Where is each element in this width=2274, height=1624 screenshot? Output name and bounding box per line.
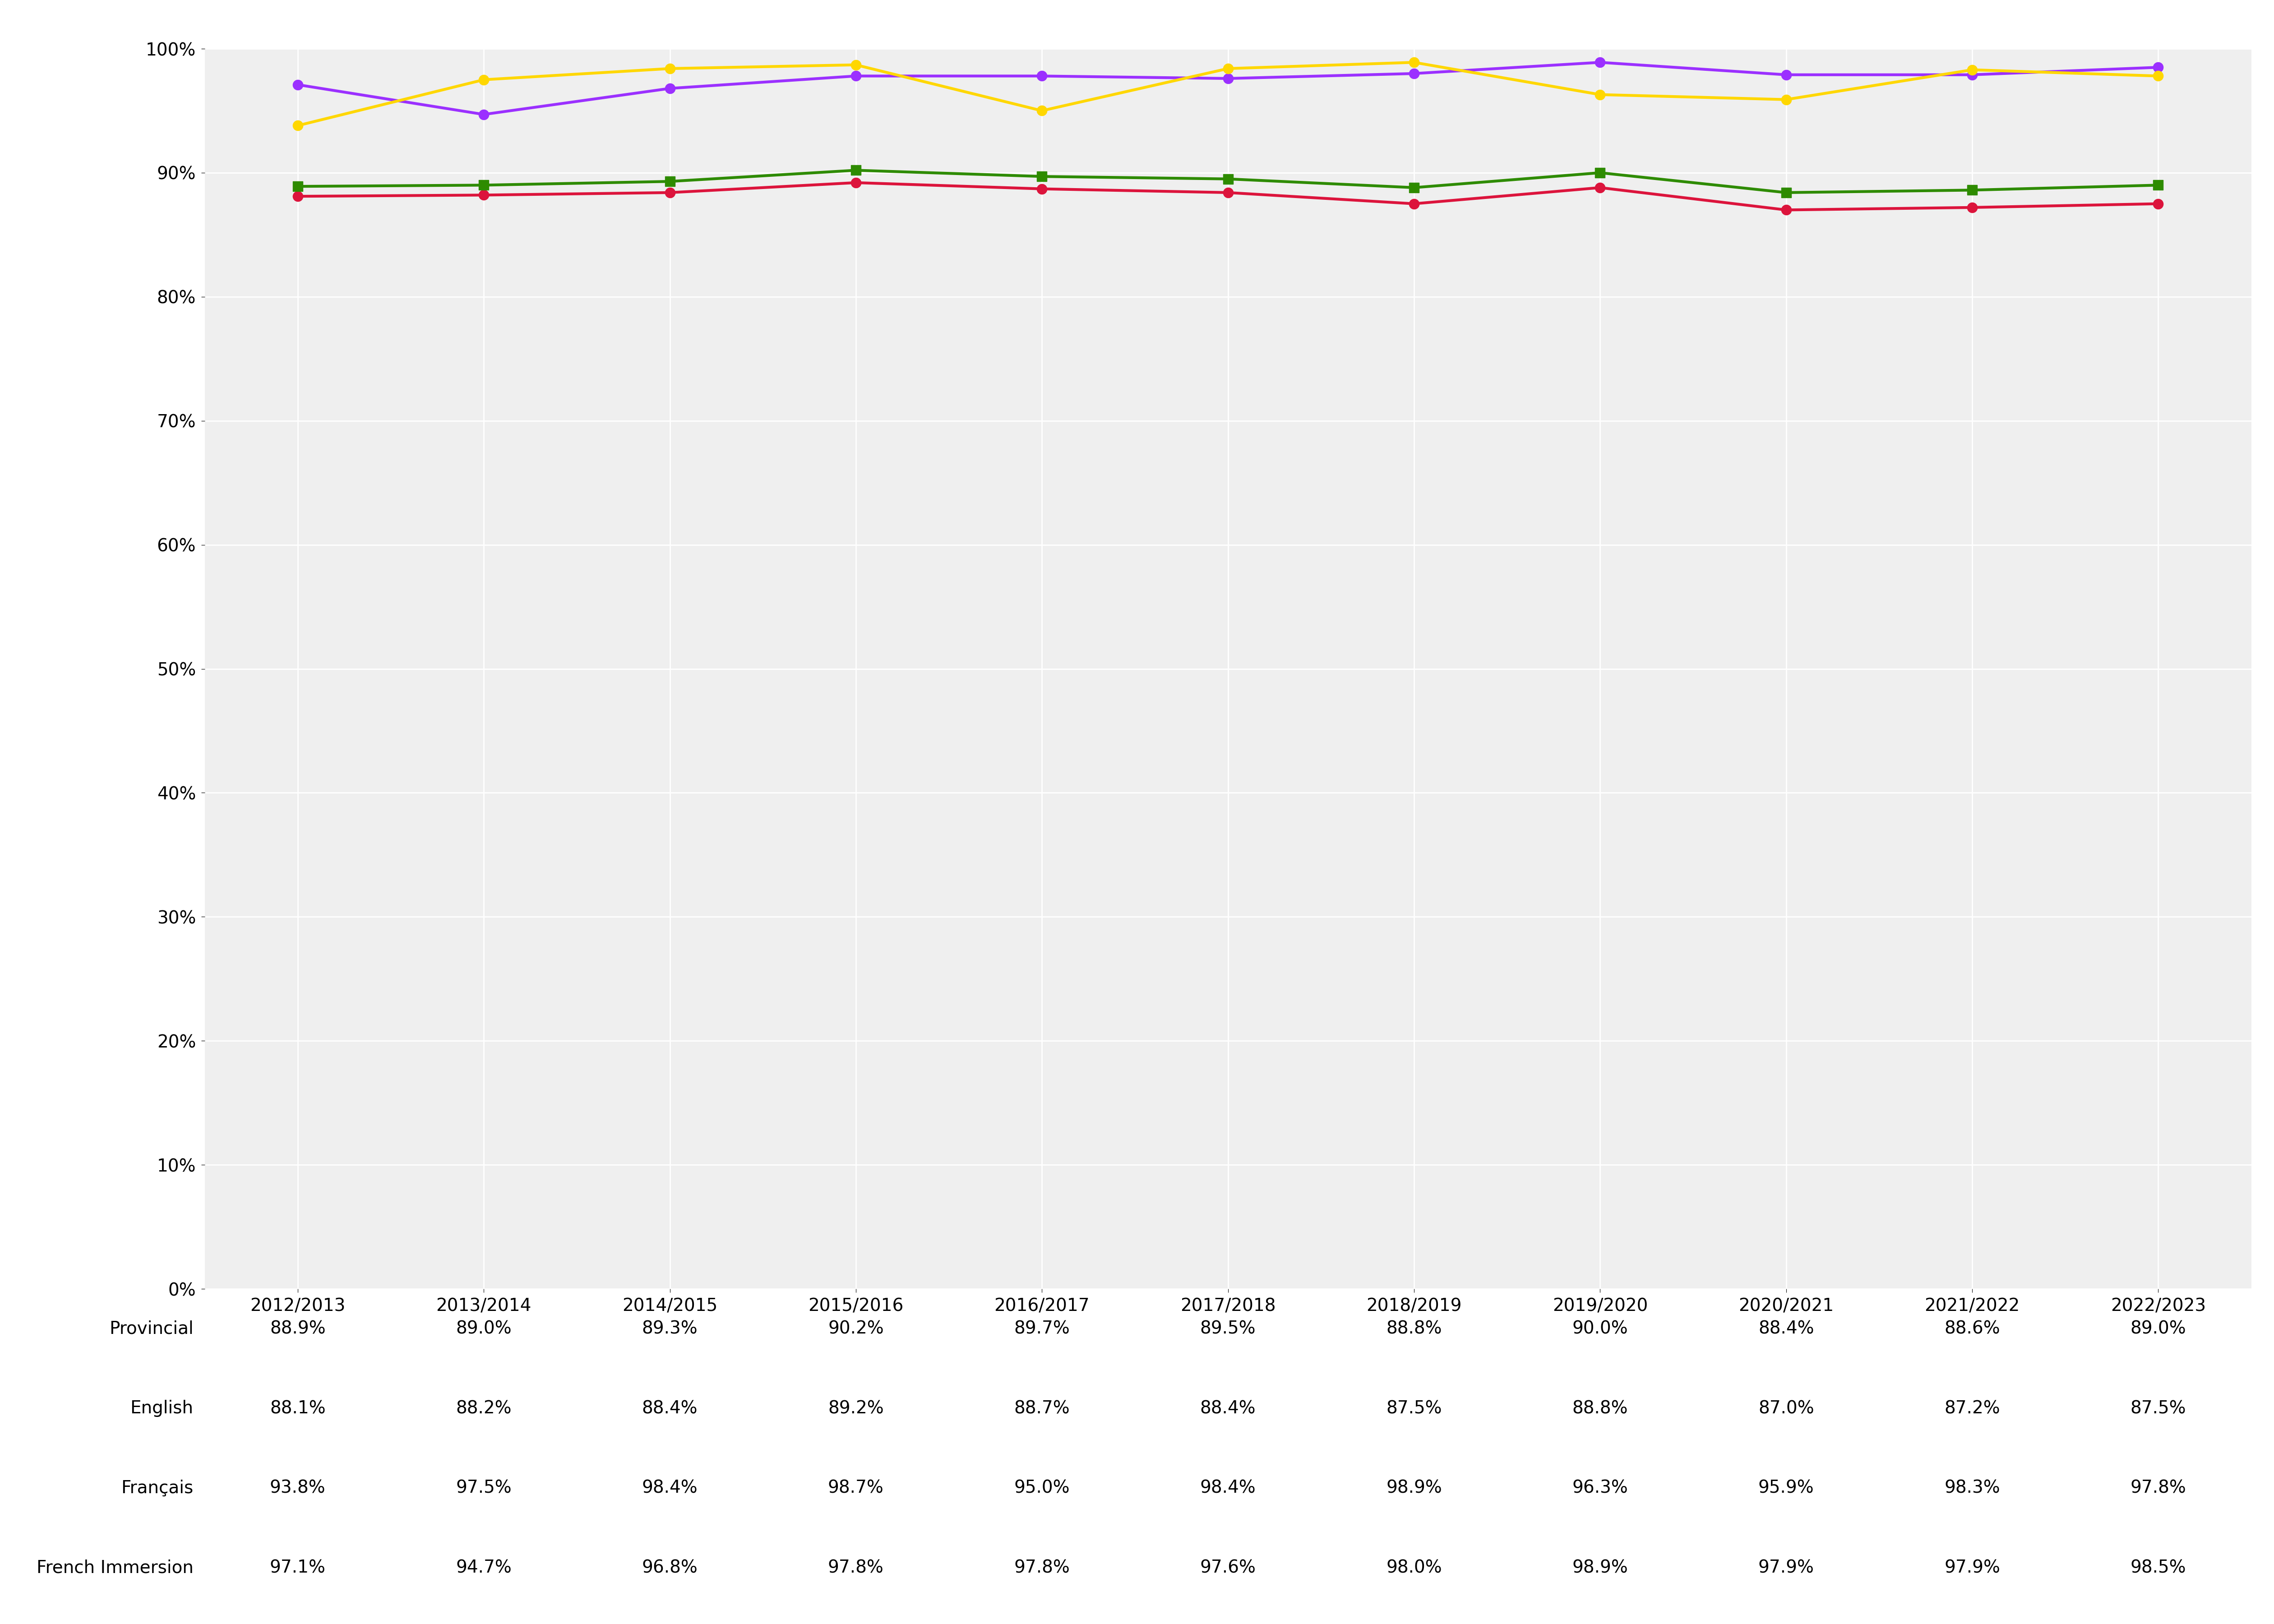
Text: 89.0%: 89.0%	[455, 1320, 512, 1337]
Text: 88.8%: 88.8%	[1571, 1400, 1628, 1418]
Text: 88.7%: 88.7%	[1014, 1400, 1069, 1418]
Français	[1214, 58, 1242, 78]
English	[1958, 198, 1985, 218]
Provincial	[1771, 184, 1799, 203]
English	[1028, 179, 1055, 198]
Text: 88.4%: 88.4%	[1201, 1400, 1255, 1418]
Text: 89.7%: 89.7%	[1014, 1320, 1069, 1337]
Text: 94.7%: 94.7%	[455, 1559, 512, 1577]
Text: 98.3%: 98.3%	[1944, 1479, 2001, 1497]
Text: 88.1%: 88.1%	[271, 1400, 325, 1418]
Text: French Immersion: French Immersion	[36, 1559, 193, 1577]
English	[657, 184, 684, 203]
Text: 87.5%: 87.5%	[1387, 1400, 1442, 1418]
Français	[284, 115, 312, 135]
French Immersion	[2144, 57, 2172, 76]
Text: 88.4%: 88.4%	[641, 1400, 698, 1418]
Français	[471, 70, 498, 89]
French Immersion	[471, 104, 498, 123]
Text: 97.8%: 97.8%	[828, 1559, 885, 1577]
Text: 95.0%: 95.0%	[1014, 1479, 1069, 1497]
French Immersion	[284, 75, 312, 94]
Français	[841, 55, 869, 75]
Text: 97.1%: 97.1%	[271, 1559, 325, 1577]
Text: 97.9%: 97.9%	[1944, 1559, 2001, 1577]
Provincial	[1587, 162, 1615, 182]
Text: 88.8%: 88.8%	[1387, 1320, 1442, 1337]
English	[2144, 193, 2172, 213]
Text: English: English	[130, 1400, 193, 1418]
English	[471, 185, 498, 205]
Provincial	[1214, 169, 1242, 188]
French Immersion	[1028, 67, 1055, 86]
English	[1771, 200, 1799, 219]
Provincial	[657, 172, 684, 192]
Text: 97.8%: 97.8%	[2131, 1479, 2185, 1497]
Text: 87.0%: 87.0%	[1758, 1400, 1815, 1418]
English	[1587, 179, 1615, 198]
Text: 97.9%: 97.9%	[1758, 1559, 1815, 1577]
Text: 98.0%: 98.0%	[1387, 1559, 1442, 1577]
Text: 88.2%: 88.2%	[455, 1400, 512, 1418]
Français	[1958, 60, 1985, 80]
French Immersion	[1587, 52, 1615, 71]
Provincial	[1958, 180, 1985, 200]
Français	[1771, 89, 1799, 109]
Text: Français: Français	[121, 1479, 193, 1497]
Text: 90.2%: 90.2%	[828, 1320, 885, 1337]
English	[284, 187, 312, 206]
Français	[657, 58, 684, 78]
French Immersion	[1401, 63, 1428, 83]
Text: 89.2%: 89.2%	[828, 1400, 885, 1418]
Text: 98.9%: 98.9%	[1571, 1559, 1628, 1577]
Text: 90.0%: 90.0%	[1571, 1320, 1628, 1337]
Text: Provincial: Provincial	[109, 1320, 193, 1337]
English	[1401, 193, 1428, 213]
Français	[1028, 101, 1055, 120]
Line: English: English	[293, 177, 2163, 214]
Text: 89.5%: 89.5%	[1201, 1320, 1255, 1337]
Text: 89.0%: 89.0%	[2131, 1320, 2185, 1337]
Text: 97.8%: 97.8%	[1014, 1559, 1069, 1577]
Provincial	[2144, 175, 2172, 195]
Text: 98.5%: 98.5%	[2131, 1559, 2185, 1577]
Text: 96.3%: 96.3%	[1571, 1479, 1628, 1497]
Français	[2144, 67, 2172, 86]
Text: 97.6%: 97.6%	[1201, 1559, 1255, 1577]
Text: 98.4%: 98.4%	[1201, 1479, 1255, 1497]
Text: 95.9%: 95.9%	[1758, 1479, 1815, 1497]
Text: 96.8%: 96.8%	[641, 1559, 698, 1577]
Line: Français: Français	[293, 57, 2163, 130]
Provincial	[471, 175, 498, 195]
Français	[1587, 84, 1615, 104]
Text: 89.3%: 89.3%	[641, 1320, 698, 1337]
Text: 88.6%: 88.6%	[1944, 1320, 2001, 1337]
Provincial	[284, 177, 312, 197]
Text: 87.5%: 87.5%	[2131, 1400, 2185, 1418]
Text: 88.9%: 88.9%	[271, 1320, 325, 1337]
French Immersion	[657, 78, 684, 97]
English	[1214, 184, 1242, 203]
English	[841, 172, 869, 192]
Text: 87.2%: 87.2%	[1944, 1400, 2001, 1418]
Text: 98.9%: 98.9%	[1387, 1479, 1442, 1497]
Français	[1401, 52, 1428, 71]
Line: French Immersion: French Immersion	[293, 57, 2163, 120]
Provincial	[1401, 179, 1428, 198]
Text: 98.4%: 98.4%	[641, 1479, 698, 1497]
French Immersion	[841, 67, 869, 86]
Provincial	[841, 161, 869, 180]
French Immersion	[1214, 68, 1242, 88]
Text: 97.5%: 97.5%	[455, 1479, 512, 1497]
Line: Provincial: Provincial	[293, 166, 2163, 198]
Text: 93.8%: 93.8%	[271, 1479, 325, 1497]
French Immersion	[1771, 65, 1799, 84]
Text: 98.7%: 98.7%	[828, 1479, 885, 1497]
French Immersion	[1958, 65, 1985, 84]
Text: 88.4%: 88.4%	[1758, 1320, 1815, 1337]
Provincial	[1028, 167, 1055, 187]
